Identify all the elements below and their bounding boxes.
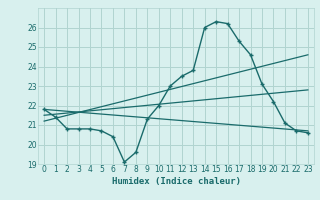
X-axis label: Humidex (Indice chaleur): Humidex (Indice chaleur) — [111, 177, 241, 186]
